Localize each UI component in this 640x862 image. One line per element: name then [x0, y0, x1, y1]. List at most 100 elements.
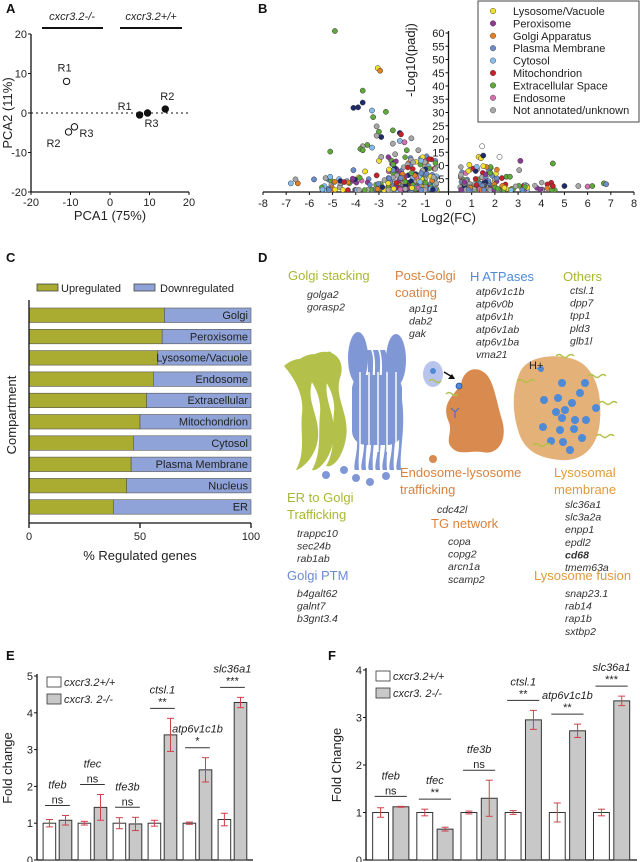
- gene-label: slc3a2a: [565, 512, 601, 524]
- x-tick-label: 8: [631, 198, 637, 210]
- volcano-point: [350, 167, 357, 173]
- y-axis-label: Fold change: [0, 732, 15, 804]
- er-cisterna: [306, 351, 347, 467]
- gene-label: slc36a1: [213, 663, 251, 675]
- volcano-point: [402, 154, 408, 160]
- volcano-point: [430, 186, 436, 193]
- diagram-heading: Lysosome fusion: [534, 568, 631, 583]
- diagram-heading: Post-Golgi: [395, 268, 456, 283]
- gene-label: ap1g1: [409, 303, 438, 315]
- point-label: R3: [144, 118, 158, 130]
- volcano-point: [383, 108, 389, 115]
- y-tick-label: -20: [11, 187, 27, 199]
- er-shape: [284, 351, 347, 471]
- x-tick-label: 6: [585, 198, 591, 210]
- volcano-point: [403, 147, 410, 154]
- volcano-point: [311, 176, 317, 183]
- volcano-point: [458, 187, 464, 193]
- volcano-point: [418, 157, 424, 164]
- bar-category-label: Cytosol: [211, 438, 248, 450]
- lysosome-content-dot: [554, 394, 562, 402]
- volcano-point: [519, 187, 525, 193]
- volcano-point: [369, 144, 375, 151]
- volcano-point: [501, 185, 508, 191]
- bar-category-label: Peroxisome: [190, 331, 248, 343]
- legend-swatch: [489, 57, 497, 64]
- golgi-vesicle: [366, 478, 374, 486]
- point-label: R2: [46, 138, 60, 150]
- gene-label: ctsl.1: [150, 684, 176, 696]
- gene-label: atp6v1c1b: [542, 690, 593, 702]
- lysosome-content-dot: [561, 406, 569, 414]
- bar-wt: [77, 822, 92, 861]
- lysosome-content-dot: [592, 404, 600, 412]
- lysosome-content-dot: [581, 379, 589, 387]
- volcano-point: [461, 179, 468, 185]
- significance-label: ns: [122, 796, 134, 808]
- volcano-point: [481, 187, 487, 193]
- y-tick-label: 0: [21, 108, 27, 120]
- lysosome-content-dot: [568, 399, 576, 407]
- pca-point: [143, 109, 152, 117]
- bar-upregulated: [28, 350, 159, 366]
- x-tick-label: 20: [183, 197, 195, 209]
- bar-category-label: Mitochondrion: [179, 417, 248, 429]
- volcano-point: [367, 182, 373, 188]
- volcano-point: [430, 174, 437, 180]
- gene-label: tfeb: [382, 770, 400, 782]
- x-tick-label: 0: [26, 531, 32, 543]
- volcano-point: [402, 186, 408, 192]
- x-tick-label: -10: [63, 197, 79, 209]
- x-tick-label: -1: [420, 198, 430, 210]
- golgi-vesicle: [352, 474, 360, 482]
- legend-label-downregulated: Downregulated: [160, 283, 234, 295]
- gene-label: glb1l: [570, 335, 593, 347]
- x-tick-label: -4: [351, 198, 361, 210]
- y-tick-label: 35: [432, 94, 444, 106]
- gene-label: atp6v1c1b: [476, 286, 525, 298]
- significance-label: ns: [385, 785, 397, 797]
- volcano-point: [373, 132, 380, 139]
- bar-upregulated: [28, 414, 141, 430]
- volcano-point: [377, 67, 383, 74]
- bar-wt: [147, 822, 162, 861]
- legend-swatch-ko: [46, 693, 62, 705]
- diagram-heading: Endosome-lysosome: [400, 465, 521, 480]
- panel-label-e: E: [6, 648, 15, 663]
- gene-label: ctsl.1: [510, 676, 536, 688]
- volcano-point: [398, 131, 404, 138]
- volcano-point: [544, 185, 551, 191]
- legend-label: Mitochondrion: [513, 68, 582, 80]
- volcano-point: [465, 187, 472, 193]
- bar-upregulated: [28, 456, 132, 472]
- y-tick-label: 45: [432, 68, 444, 80]
- gene-label: sxtbp2: [565, 626, 596, 638]
- x-tick-label: 7: [608, 198, 614, 210]
- y-tick-label: 5: [27, 671, 33, 683]
- y-tick-label: 55: [432, 41, 444, 53]
- bar-category-label: ER: [233, 502, 248, 514]
- volcano-point: [494, 166, 500, 173]
- bar-wt: [592, 812, 610, 861]
- diagram-heading: H ATPases: [470, 269, 535, 284]
- legend-swatch-upregulated: [36, 283, 59, 292]
- x-tick-label: 10: [143, 197, 155, 209]
- bar-upregulated: [28, 307, 165, 323]
- lysosome-content-dot: [552, 408, 560, 416]
- volcano-point: [584, 183, 591, 190]
- significance-label: **: [563, 702, 572, 714]
- legend-label: Not annotated/unknown: [513, 105, 629, 117]
- fold-change-chart-f: 4 3 2 1 0 Fold Change cxcr3.2+/+ cxcr3. 2-/- ns t…: [329, 662, 637, 862]
- gene-label: enpp1: [565, 524, 594, 536]
- bar-downregulated: [113, 499, 252, 515]
- y-tick-label: 5: [438, 174, 444, 186]
- gene-label: gorasp2: [307, 302, 345, 314]
- y-tick-label: 25: [432, 121, 444, 133]
- gene-label: sec24b: [297, 541, 331, 553]
- x-tick-label: -5: [328, 198, 338, 210]
- legend-swatch-wt: [46, 676, 62, 688]
- golgi-vesicle: [382, 472, 390, 480]
- significance-label: ***: [226, 675, 240, 687]
